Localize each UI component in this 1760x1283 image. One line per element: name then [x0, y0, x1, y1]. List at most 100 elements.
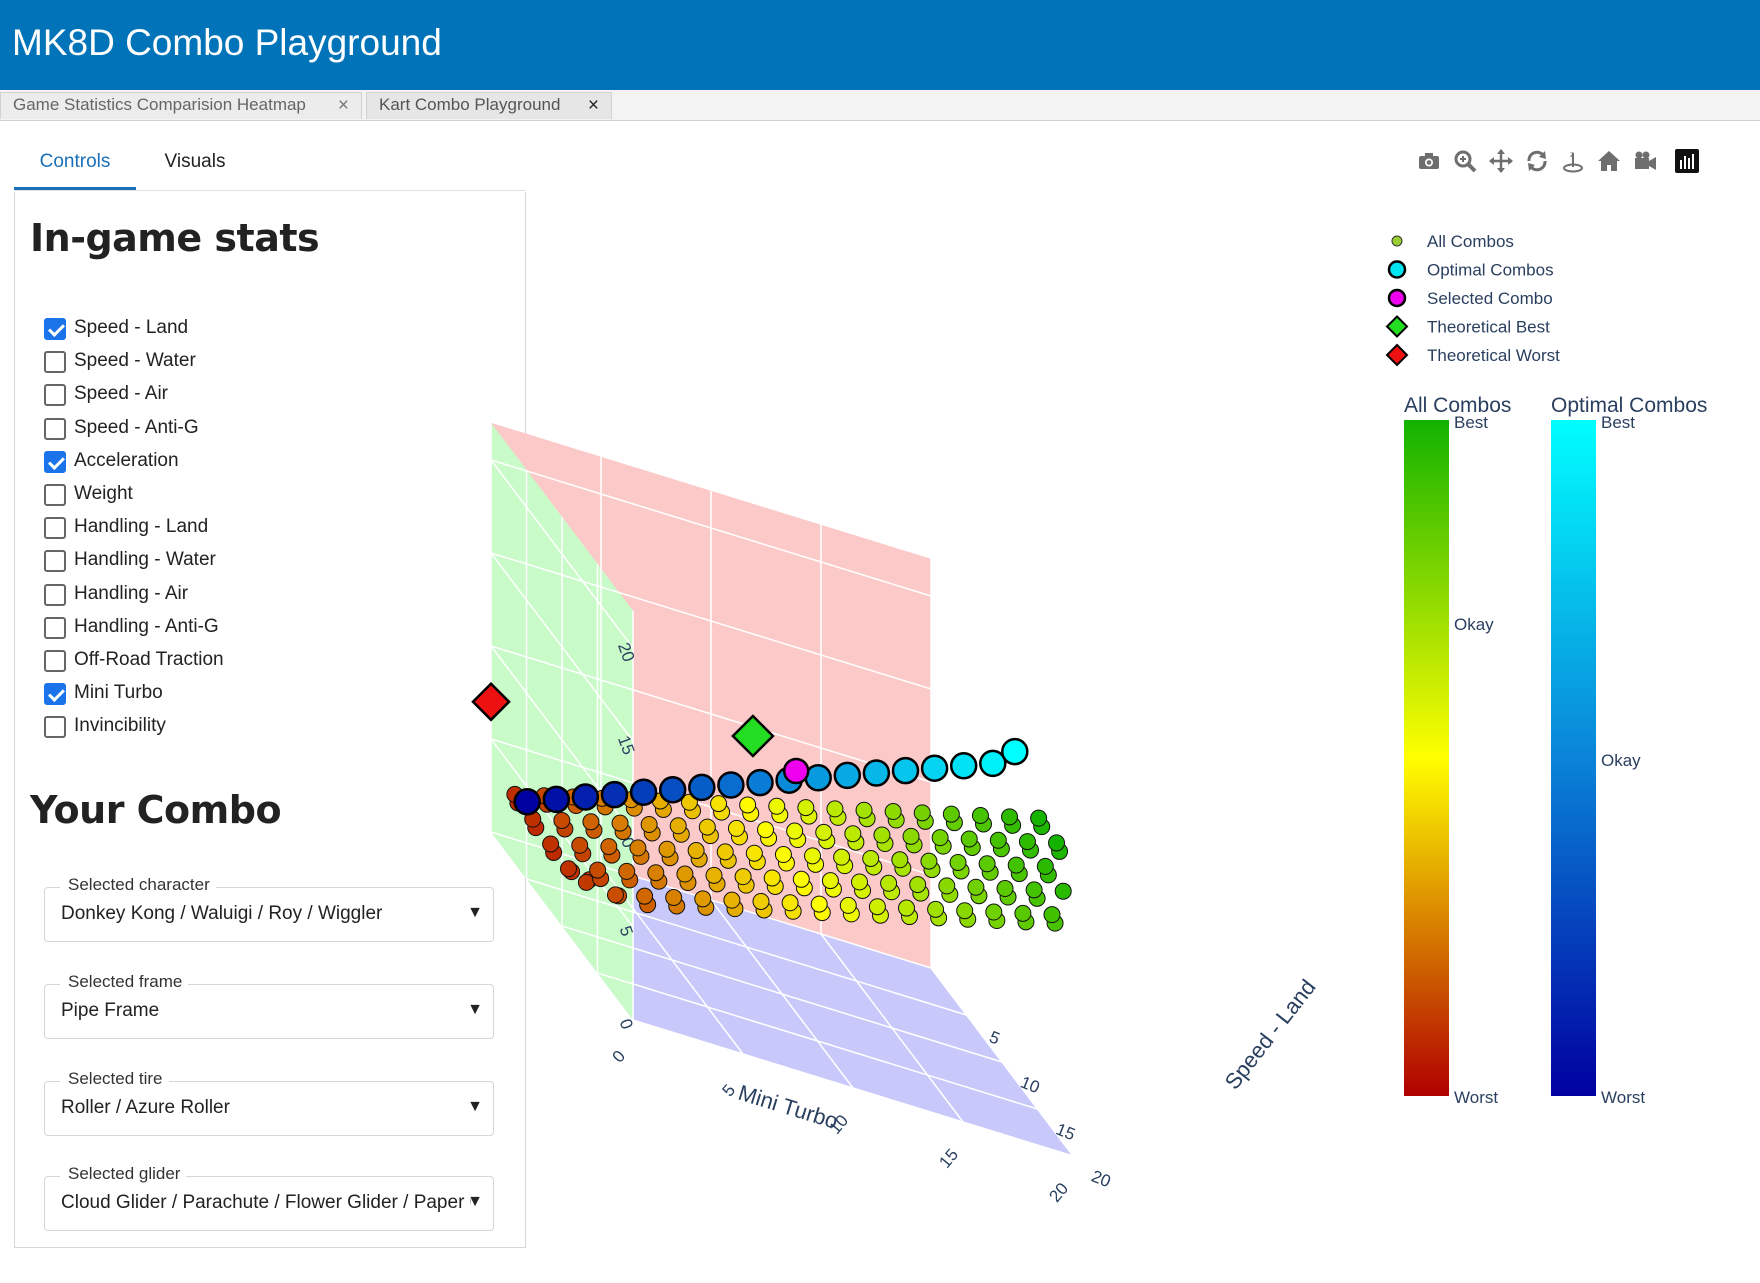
all-combo-point[interactable]: [909, 876, 927, 894]
all-combo-point[interactable]: [577, 873, 595, 891]
all-combo-point[interactable]: [873, 826, 891, 844]
optimal-combo-point[interactable]: [746, 768, 774, 797]
all-combo-point[interactable]: [844, 825, 862, 843]
checkbox[interactable]: [44, 417, 66, 440]
all-combo-point[interactable]: [978, 855, 996, 873]
tab-kart-combo-playground[interactable]: Kart Combo Playground ×: [366, 92, 612, 119]
all-combo-point[interactable]: [716, 843, 734, 861]
all-combo-point[interactable]: [913, 804, 931, 822]
all-combo-point[interactable]: [600, 838, 618, 856]
all-combo-point[interactable]: [996, 880, 1014, 898]
all-combo-point[interactable]: [971, 807, 989, 824]
optimal-combo-point[interactable]: [600, 780, 629, 809]
all-combo-point[interactable]: [821, 872, 839, 890]
all-combo-point[interactable]: [589, 861, 607, 879]
optimal-combo-point[interactable]: [920, 754, 949, 782]
checkbox[interactable]: [44, 517, 66, 540]
all-combo-point[interactable]: [868, 898, 886, 916]
all-combo-point[interactable]: [815, 823, 833, 841]
optimal-combo-point[interactable]: [658, 776, 687, 804]
all-combo-point[interactable]: [723, 891, 741, 909]
scatter-points[interactable]: [471, 682, 1072, 932]
legend-item[interactable]: Selected Combo: [1387, 288, 1553, 308]
dropdown-arrow-icon[interactable]: ▼: [467, 1098, 483, 1115]
all-combo-point[interactable]: [694, 890, 712, 908]
checkbox[interactable]: [44, 583, 66, 606]
camera-icon[interactable]: [1415, 148, 1443, 176]
dropdown-arrow-icon[interactable]: ▼: [467, 1001, 483, 1018]
all-combo-point[interactable]: [1054, 882, 1072, 900]
all-combo-point[interactable]: [1030, 809, 1048, 827]
optimal-combo-point[interactable]: [542, 785, 571, 814]
all-combo-point[interactable]: [647, 864, 665, 882]
all-combo-point[interactable]: [774, 846, 792, 864]
all-combo-point[interactable]: [560, 860, 578, 878]
glider-select[interactable]: Selected glider Cloud Glider / Parachute…: [44, 1164, 494, 1231]
all-combo-point[interactable]: [1036, 857, 1054, 875]
all-combo-point[interactable]: [763, 869, 781, 887]
all-combo-point[interactable]: [920, 852, 938, 870]
all-combo-point[interactable]: [618, 862, 636, 880]
turntable-icon[interactable]: z: [1559, 148, 1587, 176]
all-combo-point[interactable]: [902, 827, 920, 845]
optimal-combo-point[interactable]: [717, 771, 745, 799]
all-combo-point[interactable]: [855, 801, 873, 819]
all-combo-point[interactable]: [768, 797, 786, 815]
all-combo-point[interactable]: [967, 878, 985, 896]
optimal-combo-point[interactable]: [862, 759, 891, 787]
close-icon[interactable]: ×: [587, 95, 599, 116]
frame-select[interactable]: Selected frame Pipe Frame ▼: [44, 972, 494, 1039]
legend-item[interactable]: Theoretical Worst: [1385, 343, 1560, 367]
checkbox[interactable]: [44, 351, 66, 374]
all-combo-point[interactable]: [931, 829, 949, 847]
optimal-combo-point[interactable]: [979, 749, 1007, 778]
optimal-combo-point[interactable]: [1001, 737, 1029, 766]
all-combo-point[interactable]: [752, 892, 770, 910]
optimal-combo-point[interactable]: [688, 773, 716, 802]
plot-legend[interactable]: All Combos Optimal Combos Selected Combo Th…: [1385, 232, 1560, 367]
all-combo-point[interactable]: [640, 815, 658, 833]
all-combo-point[interactable]: [757, 821, 775, 839]
all-combo-point[interactable]: [810, 895, 828, 913]
all-combo-point[interactable]: [786, 822, 804, 840]
character-select[interactable]: Selected character Donkey Kong / Waluigi…: [44, 875, 494, 942]
all-combo-point[interactable]: [938, 877, 956, 895]
all-combo-point[interactable]: [739, 796, 757, 814]
orbit-icon[interactable]: [1523, 148, 1551, 176]
all-combo-point[interactable]: [606, 886, 624, 904]
all-combo-point[interactable]: [797, 799, 815, 817]
all-combo-point[interactable]: [676, 865, 694, 883]
all-combo-point[interactable]: [669, 817, 687, 835]
all-combo-point[interactable]: [698, 818, 716, 836]
home-icon[interactable]: [1595, 148, 1623, 176]
all-combo-point[interactable]: [611, 814, 629, 832]
all-combo-point[interactable]: [1018, 833, 1036, 851]
all-combo-point[interactable]: [851, 873, 869, 891]
all-combo-point[interactable]: [1043, 906, 1061, 924]
all-combo-point[interactable]: [542, 835, 560, 853]
tab-visuals[interactable]: Visuals: [164, 151, 226, 172]
all-combo-point[interactable]: [636, 887, 654, 905]
tire-select[interactable]: Selected tire Roller / Azure Roller ▼: [44, 1069, 494, 1136]
dropdown-arrow-icon[interactable]: ▼: [467, 904, 483, 921]
all-combo-point[interactable]: [880, 874, 898, 892]
pan-icon[interactable]: [1487, 148, 1515, 176]
all-combo-point[interactable]: [734, 868, 752, 886]
all-combo-point[interactable]: [658, 840, 676, 858]
all-combo-point[interactable]: [989, 831, 1007, 849]
all-combo-point[interactable]: [862, 849, 880, 867]
all-combo-point[interactable]: [582, 813, 600, 831]
all-combo-point[interactable]: [1007, 856, 1025, 874]
plotly-logo-icon[interactable]: [1673, 148, 1701, 176]
optimal-combo-point[interactable]: [804, 764, 832, 792]
all-combo-point[interactable]: [839, 896, 857, 914]
checkbox[interactable]: [44, 318, 66, 340]
checkbox[interactable]: [44, 616, 66, 639]
all-combo-point[interactable]: [665, 889, 683, 906]
all-combo-point[interactable]: [884, 803, 902, 821]
optimal-combo-point[interactable]: [891, 756, 920, 785]
all-combo-point[interactable]: [1014, 904, 1032, 922]
legend-item[interactable]: Theoretical Best: [1385, 315, 1550, 338]
all-combo-point[interactable]: [727, 819, 745, 837]
